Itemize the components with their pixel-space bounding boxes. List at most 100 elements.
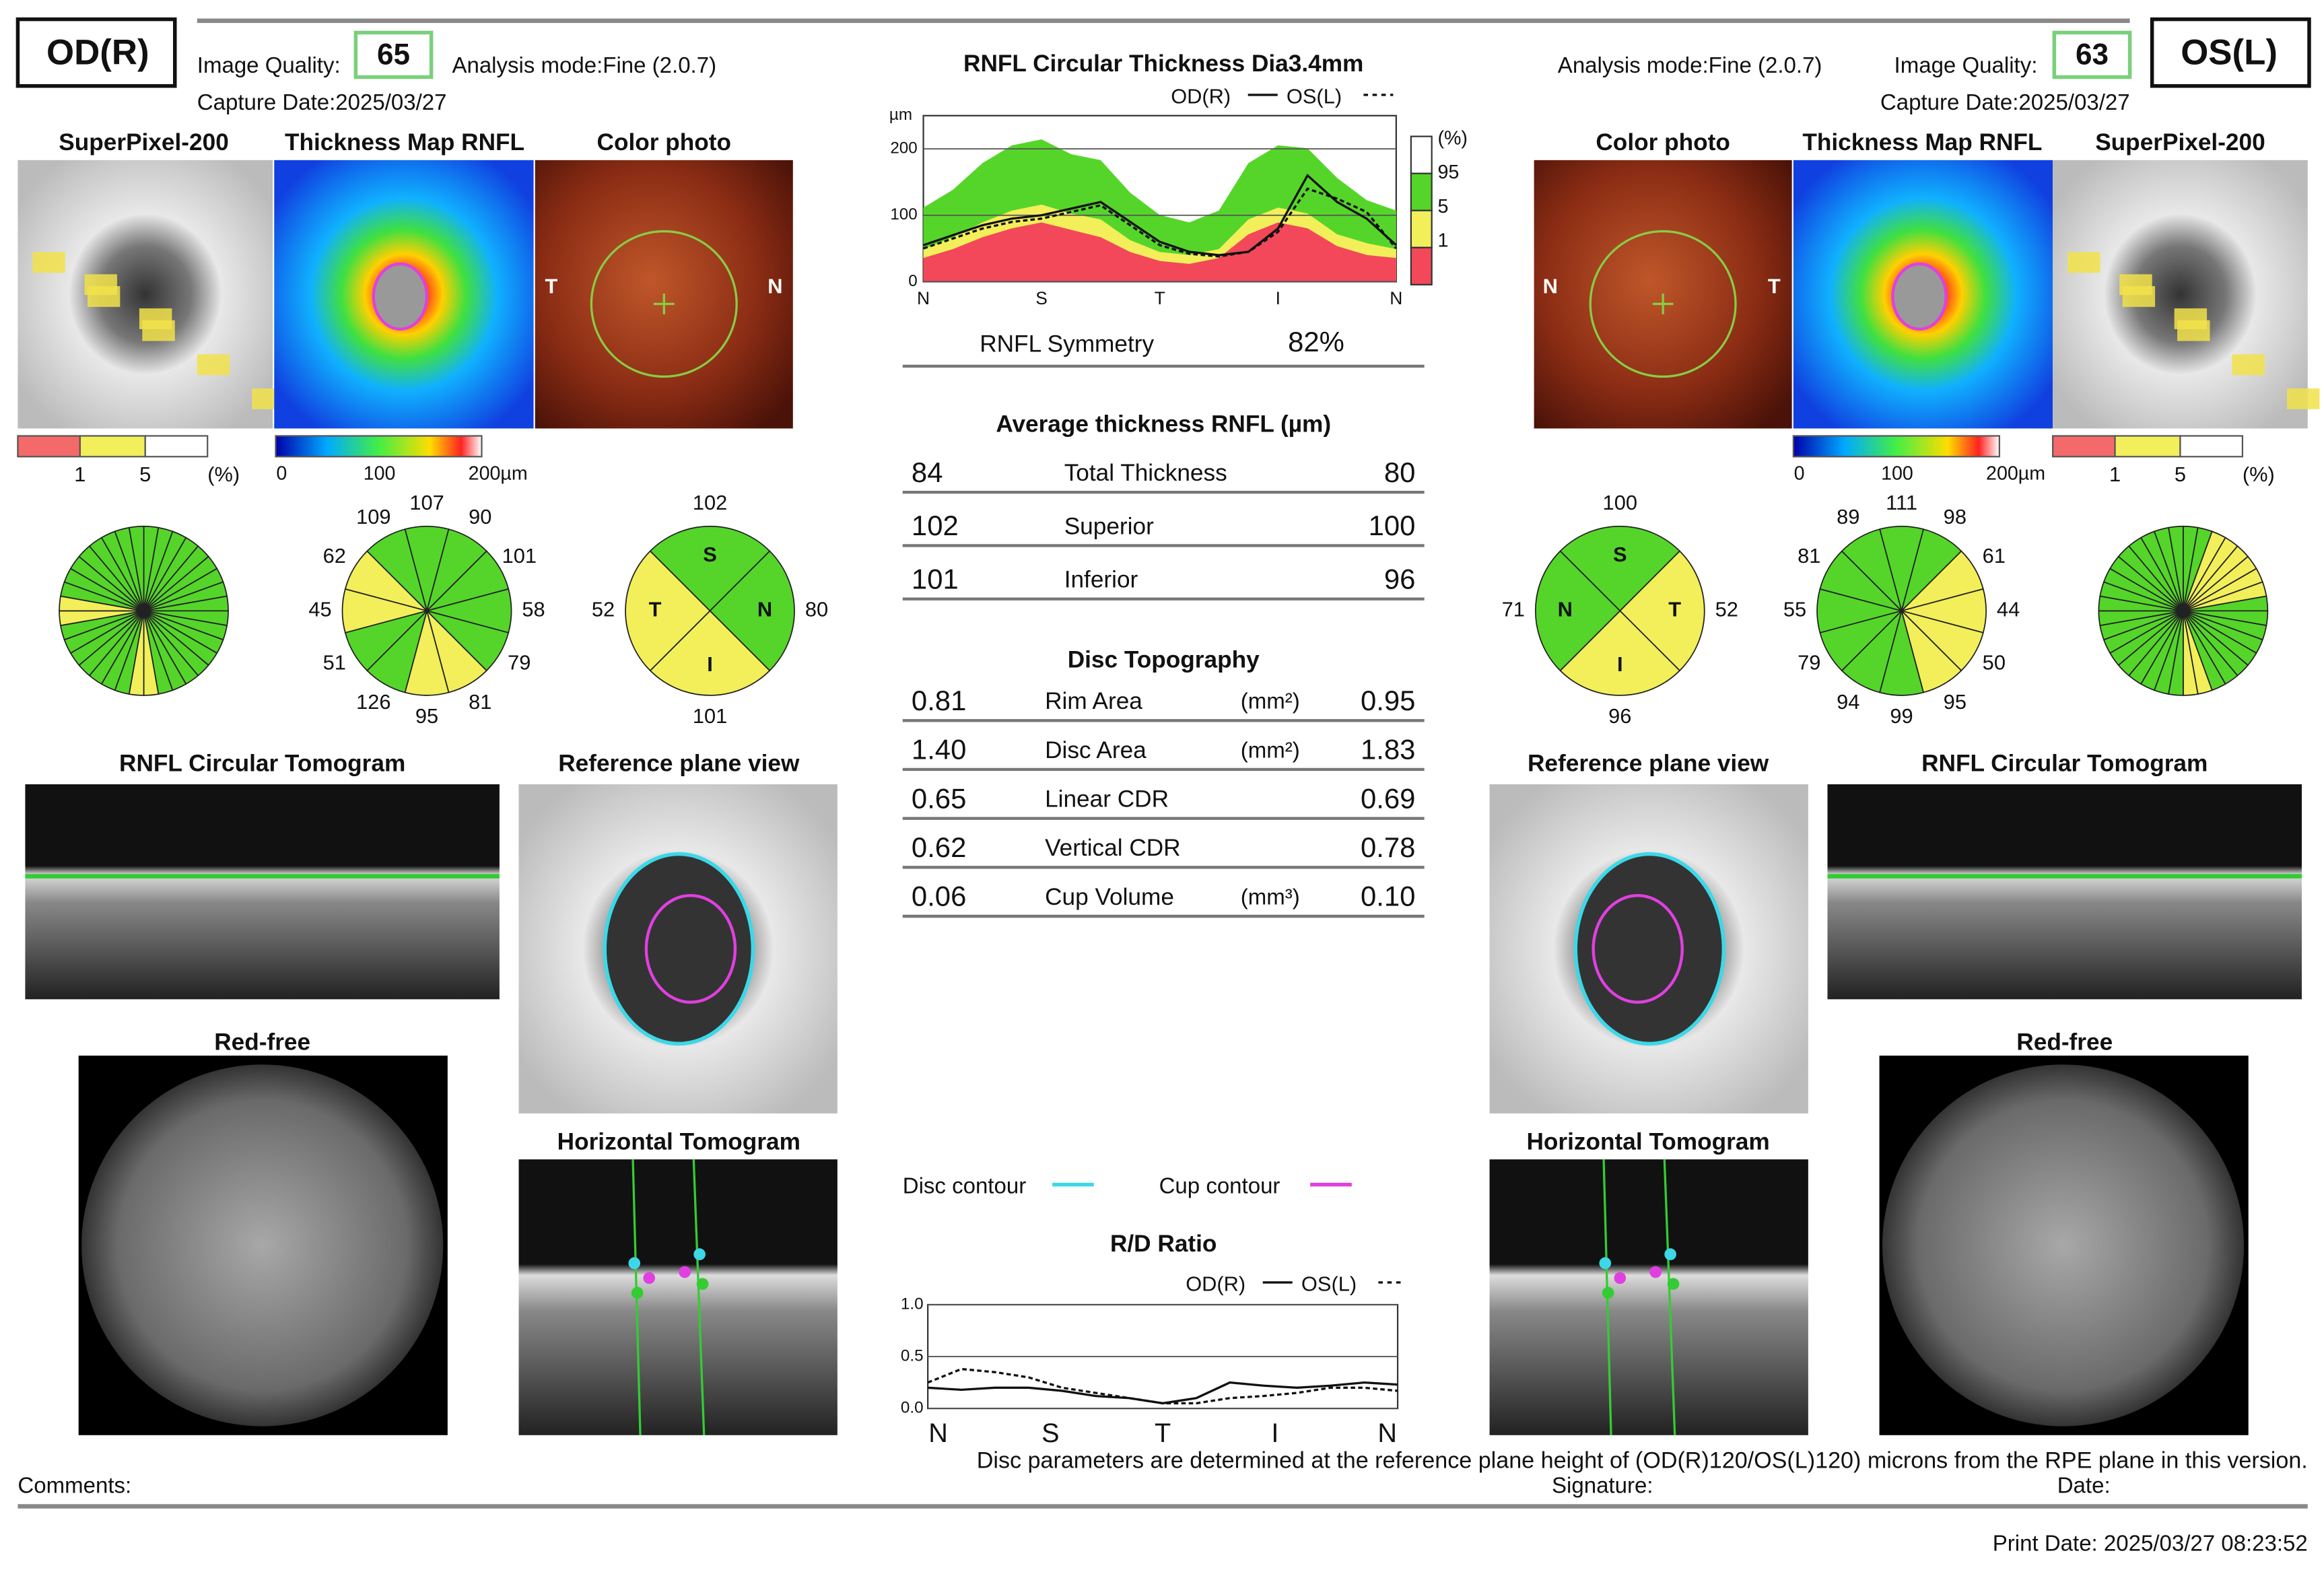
- os-value: 0.78: [1361, 831, 1415, 863]
- contour-point: [679, 1266, 691, 1278]
- panel-title: Thickness Map RNFL: [1802, 129, 2042, 156]
- panel-title: Color photo: [1596, 129, 1730, 156]
- contour-point: [643, 1272, 656, 1284]
- quadrant-value: 96: [1608, 704, 1631, 728]
- quadrant-letter: N: [1558, 597, 1573, 621]
- outside-band: [923, 222, 1396, 282]
- od-value: 0.65: [912, 782, 966, 814]
- y-tick-label: 200: [890, 139, 917, 157]
- label: Analysis mode:Fine (2.0.7): [1558, 53, 1822, 77]
- clock-value: 107: [409, 491, 444, 514]
- row-name: Linear CDR: [1045, 786, 1169, 813]
- quadrant-value: 102: [693, 491, 727, 514]
- cup-contour: [1592, 893, 1684, 1004]
- x-tick-label: T: [1155, 288, 1165, 308]
- panel-title: Red-free: [214, 1029, 310, 1056]
- od-line: [923, 173, 1397, 256]
- od-value: 101: [912, 563, 959, 594]
- contour-point: [693, 1248, 706, 1260]
- symmetry-value: 82%: [1288, 326, 1344, 357]
- panel-title: Reference plane view: [1528, 751, 1769, 777]
- label: 100: [1881, 462, 1913, 484]
- print-date: Print Date: 2025/03/27 08:23:52: [1993, 1530, 2308, 1555]
- orientation-letter: T: [1768, 274, 1781, 298]
- percentile-title: (%): [1437, 128, 1467, 149]
- superpixel-image: [2053, 160, 2308, 429]
- y-tick-label: 0: [908, 272, 917, 290]
- os-value: 96: [1384, 563, 1416, 594]
- od-value: 1.40: [912, 734, 966, 765]
- clock-value: 89: [1837, 505, 1859, 528]
- quadrant-value: 100: [1603, 491, 1637, 514]
- quadrant-sector: [649, 610, 771, 696]
- y-tick-label: 100: [890, 205, 917, 224]
- contour-point: [1602, 1287, 1614, 1299]
- quadrant-letter: N: [757, 597, 772, 621]
- label: Capture Date:2025/03/27: [197, 90, 447, 114]
- clock-value: 126: [356, 690, 390, 714]
- legend-label: OS(L): [1287, 84, 1342, 108]
- clock-value: 95: [1944, 690, 1967, 714]
- pct-bar: [2052, 435, 2116, 458]
- eye-box: [2150, 17, 2311, 88]
- clock-value: 58: [522, 597, 545, 621]
- quadrant-sector: [709, 550, 795, 672]
- clock-value: 44: [1997, 597, 2020, 621]
- od-value: 102: [912, 510, 959, 541]
- clock-value: 79: [1798, 651, 1820, 675]
- percentile-label: 1: [1437, 230, 1448, 252]
- clock-value: 45: [308, 597, 331, 621]
- od-value: 84: [912, 456, 943, 488]
- eye-label: OD(R): [46, 32, 149, 72]
- clock-value: 90: [469, 505, 491, 528]
- panel-title: Color photo: [597, 129, 731, 156]
- x-tick-label: N: [1390, 288, 1402, 308]
- circular-tomogram: [25, 784, 500, 1000]
- clock-value: 50: [1983, 651, 2006, 675]
- clock-sector: [1841, 528, 1903, 613]
- panel-title: SuperPixel-200: [59, 129, 229, 156]
- pct-bar: [144, 435, 209, 458]
- panel-title: RNFL Circular Tomogram: [1921, 751, 2208, 777]
- quadrant-value: 101: [693, 704, 727, 728]
- eye-label: OS(L): [2181, 32, 2278, 72]
- x-tick-label: N: [917, 288, 930, 308]
- label: 1: [74, 462, 86, 486]
- circular-tomogram: [1827, 784, 2302, 1000]
- quadrant-letter: S: [703, 543, 717, 566]
- scan-circle: [590, 230, 738, 378]
- orientation-letter: N: [767, 274, 782, 298]
- quadrant-sector: [1559, 610, 1681, 696]
- quality-value: 63: [2076, 38, 2109, 71]
- quadrant-sector: [1534, 550, 1621, 672]
- quality-box: [2052, 30, 2132, 79]
- superpixel-spot: [139, 308, 172, 329]
- panel-title: Red-free: [2016, 1029, 2113, 1056]
- panel-title: Horizontal Tomogram: [1526, 1128, 1769, 1155]
- disc-contour: [603, 852, 755, 1046]
- percentile-swatch: [1410, 209, 1433, 248]
- disc-outline: [1891, 262, 1948, 331]
- superpixel-spot: [84, 274, 117, 296]
- clock-value: 109: [356, 505, 390, 528]
- contour-point: [1664, 1248, 1676, 1260]
- scan-circle: [1589, 230, 1737, 378]
- os-value: 80: [1384, 456, 1416, 488]
- superpixel-spot: [2119, 274, 2152, 296]
- horizontal-tomogram: [1489, 1159, 1808, 1435]
- percentile-swatch: [1410, 135, 1433, 174]
- chart-title: R/D Ratio: [1110, 1231, 1217, 1257]
- axis-unit: µm: [889, 106, 912, 124]
- contour-point: [628, 1257, 641, 1270]
- cup-contour: [644, 893, 737, 1004]
- od-value: 0.81: [912, 685, 966, 716]
- clock-value: 98: [1944, 505, 1967, 528]
- label: 5: [139, 462, 151, 486]
- quadrant-value: 52: [592, 597, 615, 621]
- quadrant-sector: [649, 525, 771, 612]
- red-free-image: [1882, 1064, 2245, 1427]
- scan-line: [692, 1159, 706, 1435]
- label: 0: [276, 462, 287, 484]
- percentile-swatch: [1410, 172, 1433, 211]
